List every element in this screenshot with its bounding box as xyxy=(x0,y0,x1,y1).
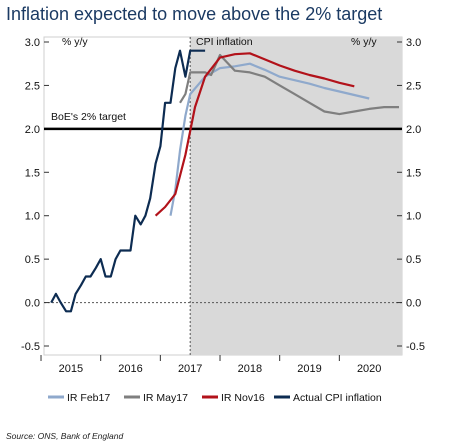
left-tick-label: 1.0 xyxy=(25,211,40,223)
forecast-shade xyxy=(190,37,402,355)
x-tick-label: 2015 xyxy=(59,363,83,375)
right-axis-unit-label: % y/y xyxy=(351,36,377,48)
x-tick-label: 2020 xyxy=(357,363,381,375)
x-axis: 2015 2016 2017 2018 2019 2020 xyxy=(40,355,381,375)
left-tick-label: 0.0 xyxy=(25,298,40,310)
left-axis: 3.0 2.5 2.0 1.5 1.0 0.5 0.0 -0.5 xyxy=(21,37,49,353)
left-tick-label: 1.5 xyxy=(25,167,40,179)
right-axis: 3.0 2.5 2.0 1.5 1.0 0.5 0.0 -0.5 xyxy=(397,37,425,353)
right-tick-label: 2.5 xyxy=(406,80,421,92)
legend-label-actual-cpi-inflation: Actual CPI inflation xyxy=(293,392,382,404)
right-tick-label: 0.0 xyxy=(406,298,421,310)
right-tick-label: 1.0 xyxy=(406,211,421,223)
legend-label-ir-nov16: IR Nov16 xyxy=(221,392,265,404)
shade-label: CPI inflation xyxy=(196,36,253,48)
left-tick-label: 2.5 xyxy=(25,80,40,92)
right-tick-label: 2.0 xyxy=(406,124,421,136)
legend-label-ir-feb17: IR Feb17 xyxy=(67,392,110,404)
x-tick-label: 2018 xyxy=(238,363,262,375)
right-tick-label: 1.5 xyxy=(406,167,421,179)
series-line-ir-feb17 xyxy=(169,62,370,216)
target-label: BoE's 2% target xyxy=(51,111,126,123)
chart-title: Inflation expected to move above the 2% … xyxy=(6,4,383,24)
right-tick-label: 3.0 xyxy=(406,37,421,49)
left-tick-label: -0.5 xyxy=(21,341,40,353)
left-tick-label: 0.5 xyxy=(25,254,40,266)
left-tick-label: 3.0 xyxy=(25,37,40,49)
series-layer xyxy=(50,49,399,313)
left-axis-unit-label: % y/y xyxy=(62,36,88,48)
legend: IR Feb17 IR May17 IR Nov16 Actual CPI infla… xyxy=(48,392,382,404)
series-line-actual-cpi-inflation xyxy=(50,49,206,313)
right-tick-label: 0.5 xyxy=(406,254,421,266)
x-tick-label: 2019 xyxy=(297,363,321,375)
series-line-ir-may17 xyxy=(179,53,399,116)
source-note: Source: ONS, Bank of England xyxy=(6,431,124,441)
right-tick-label: -0.5 xyxy=(406,341,425,353)
series-line-ir-nov16 xyxy=(154,52,355,217)
x-tick-label: 2017 xyxy=(178,363,202,375)
x-tick-label: 2016 xyxy=(118,363,142,375)
left-tick-label: 2.0 xyxy=(25,124,40,136)
legend-label-ir-may17: IR May17 xyxy=(143,392,188,404)
